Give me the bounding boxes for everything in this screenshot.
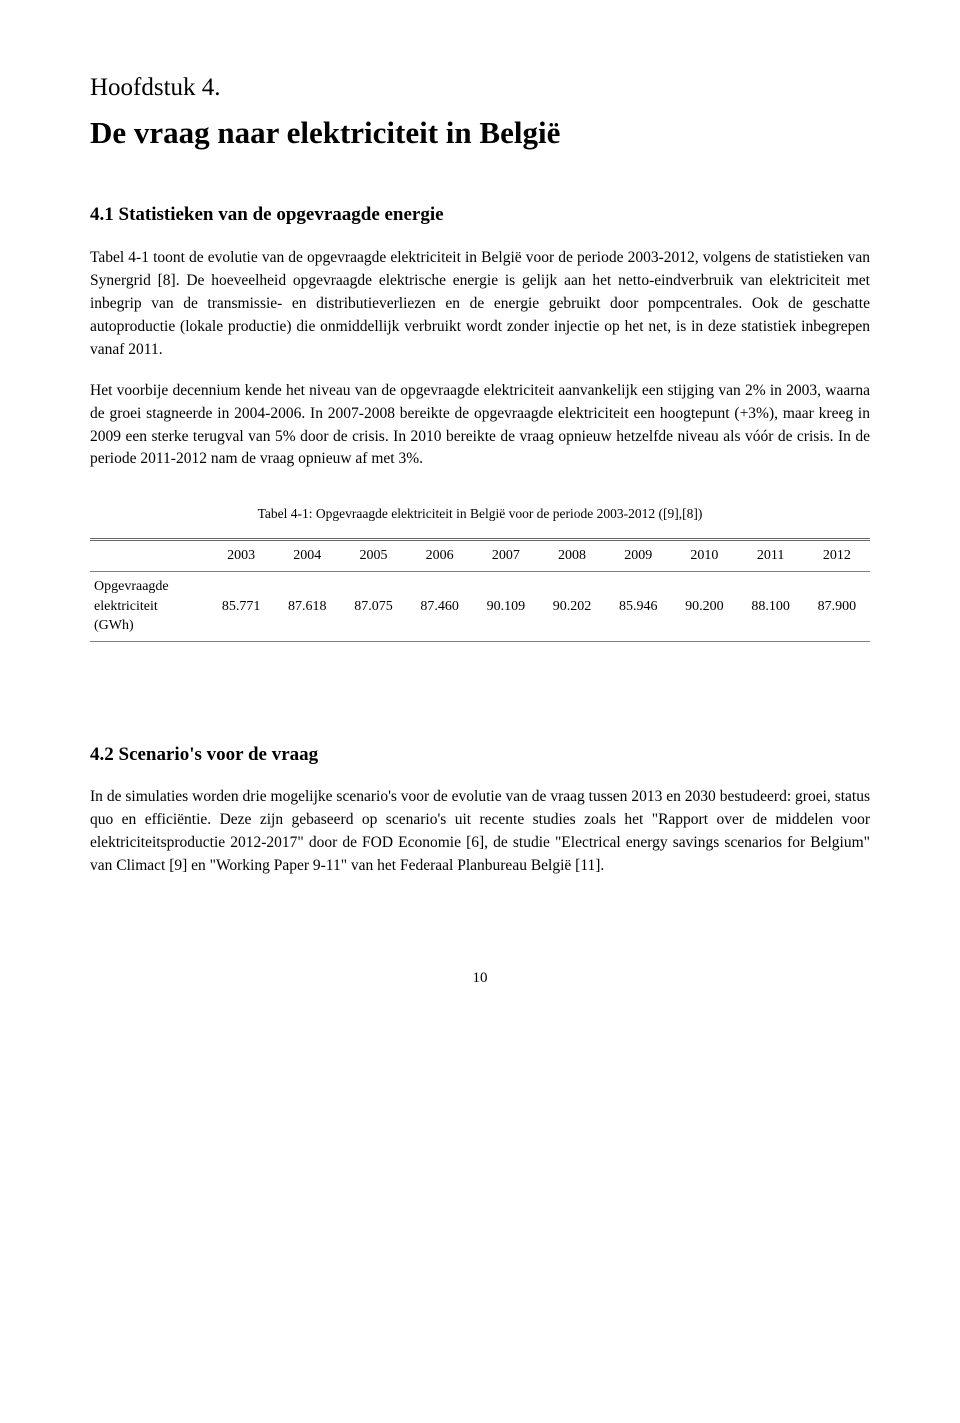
year-2005: 2005 bbox=[340, 540, 406, 572]
value-2008: 90.202 bbox=[539, 571, 605, 641]
chapter-label: Hoofdstuk 4. bbox=[90, 70, 870, 105]
value-2006: 87.460 bbox=[407, 571, 473, 641]
section-4-2-para-1: In de simulaties worden drie mogelijke s… bbox=[90, 786, 870, 878]
section-4-1-para-2: Het voorbije decennium kende het niveau … bbox=[90, 380, 870, 472]
value-2007: 90.109 bbox=[473, 571, 539, 641]
section-4-1-heading: 4.1 Statistieken van de opgevraagde ener… bbox=[90, 202, 870, 229]
value-2012: 87.900 bbox=[804, 571, 870, 641]
value-2009: 85.946 bbox=[605, 571, 671, 641]
year-2004: 2004 bbox=[274, 540, 340, 572]
row-label-line3: (GWh) bbox=[94, 618, 134, 633]
section-4-1-para-1: Tabel 4-1 toont de evolutie van de opgev… bbox=[90, 247, 870, 362]
year-2006: 2006 bbox=[407, 540, 473, 572]
row-label-line1: Opgevraagde bbox=[94, 579, 169, 594]
value-2004: 87.618 bbox=[274, 571, 340, 641]
value-2010: 90.200 bbox=[671, 571, 737, 641]
table-4-1-caption: Tabel 4-1: Opgevraagde elektriciteit in … bbox=[90, 505, 870, 524]
chapter-title: De vraag naar elektriciteit in België bbox=[90, 111, 870, 154]
value-2003: 85.771 bbox=[208, 571, 274, 641]
page-number: 10 bbox=[90, 968, 870, 989]
row-label-line2: elektriciteit bbox=[94, 599, 158, 614]
year-2007: 2007 bbox=[473, 540, 539, 572]
year-2008: 2008 bbox=[539, 540, 605, 572]
table-4-1: 2003 2004 2005 2006 2007 2008 2009 2010 … bbox=[90, 538, 870, 641]
table-data-row: Opgevraagde elektriciteit (GWh) 85.771 8… bbox=[90, 571, 870, 641]
table-row-label: Opgevraagde elektriciteit (GWh) bbox=[90, 571, 208, 641]
value-2005: 87.075 bbox=[340, 571, 406, 641]
year-2003: 2003 bbox=[208, 540, 274, 572]
year-2009: 2009 bbox=[605, 540, 671, 572]
table-header-row: 2003 2004 2005 2006 2007 2008 2009 2010 … bbox=[90, 540, 870, 572]
section-4-2-heading: 4.2 Scenario's voor de vraag bbox=[90, 742, 870, 769]
value-2011: 88.100 bbox=[738, 571, 804, 641]
year-2011: 2011 bbox=[738, 540, 804, 572]
table-header-empty bbox=[90, 540, 208, 572]
year-2012: 2012 bbox=[804, 540, 870, 572]
year-2010: 2010 bbox=[671, 540, 737, 572]
